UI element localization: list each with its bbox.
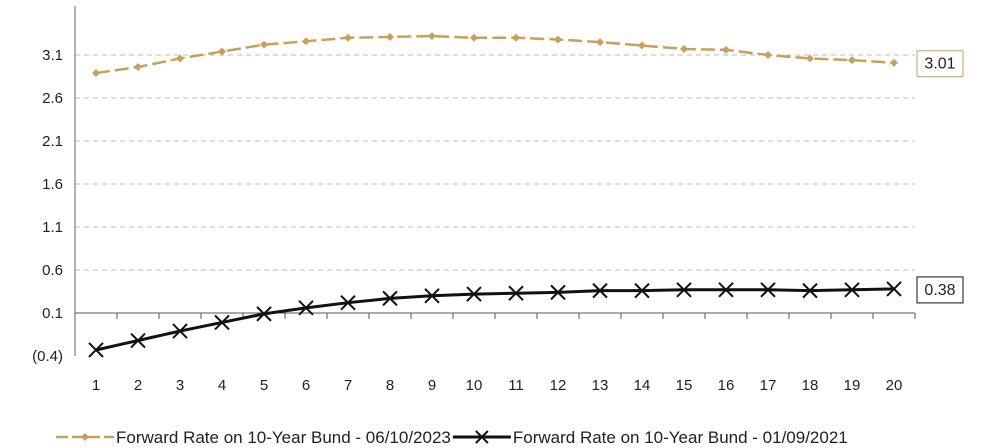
end-value-box bbox=[916, 276, 964, 304]
x-tick-label: 4 bbox=[218, 377, 226, 394]
x-tick-label: 17 bbox=[760, 377, 777, 394]
x-tick-label: 5 bbox=[260, 377, 268, 394]
data-point bbox=[802, 282, 818, 299]
legend-label: Forward Rate on 10-Year Bund - 01/09/202… bbox=[513, 428, 848, 447]
y-tick-label: 2.6 bbox=[42, 90, 63, 107]
y-tick-label: 0.6 bbox=[42, 262, 63, 279]
x-tick-label: 14 bbox=[634, 377, 651, 394]
y-tick-label: 2.1 bbox=[42, 133, 63, 150]
x-tick-label: 1 bbox=[92, 377, 100, 394]
grid-lines bbox=[75, 54, 915, 314]
series-0 bbox=[92, 32, 898, 78]
x-tick-label: 3 bbox=[176, 377, 184, 394]
x-tick-label: 15 bbox=[676, 377, 693, 394]
data-point bbox=[718, 282, 734, 298]
data-point bbox=[634, 282, 650, 299]
data-point bbox=[386, 32, 394, 41]
data-point bbox=[806, 54, 814, 63]
x-tick-label: 10 bbox=[466, 377, 483, 394]
legend-marker bbox=[475, 430, 489, 444]
data-point bbox=[344, 33, 352, 42]
x-tick-label: 11 bbox=[508, 377, 524, 394]
data-point bbox=[466, 286, 482, 302]
x-tick-label: 20 bbox=[886, 377, 903, 394]
data-point bbox=[382, 290, 398, 307]
data-point bbox=[722, 45, 730, 54]
y-tick-label: 1.6 bbox=[42, 176, 63, 193]
y-tick-label: 1.1 bbox=[42, 219, 63, 236]
data-point bbox=[638, 41, 646, 50]
data-point bbox=[596, 38, 604, 47]
y-tick-label: (0.4) bbox=[32, 348, 63, 365]
data-point bbox=[92, 69, 100, 78]
legend-item-0: Forward Rate on 10-Year Bund - 06/10/202… bbox=[56, 428, 451, 447]
x-tick-label: 2 bbox=[134, 377, 142, 394]
axes bbox=[74, 6, 916, 356]
data-point bbox=[298, 300, 314, 316]
data-point bbox=[680, 44, 688, 53]
data-point bbox=[260, 40, 268, 49]
data-point bbox=[848, 56, 856, 65]
data-point bbox=[256, 306, 272, 322]
data-point bbox=[676, 282, 692, 298]
x-tick-label: 16 bbox=[718, 377, 735, 394]
data-point bbox=[424, 288, 440, 304]
data-point bbox=[844, 282, 860, 298]
x-tick-label: 18 bbox=[802, 377, 819, 394]
end-value-box bbox=[916, 50, 964, 78]
y-tick-label: 0.1 bbox=[42, 305, 63, 322]
data-point bbox=[508, 285, 524, 301]
labels: (0.4)0.10.61.11.62.12.63.11 2 3 4 5 6 7 8 9 10 11 1… bbox=[32, 47, 964, 394]
x-tick-label: 19 bbox=[844, 377, 861, 394]
data-point bbox=[218, 47, 226, 56]
legend-marker bbox=[81, 433, 89, 441]
legend-item-1: Forward Rate on 10-Year Bund - 01/09/202… bbox=[452, 428, 848, 447]
end-value-text: 0.38 bbox=[924, 282, 955, 299]
series-line-1 bbox=[95, 287, 895, 352]
data-point bbox=[88, 342, 104, 358]
end-value-label-0: 3.01 bbox=[916, 50, 964, 78]
data-point bbox=[760, 282, 776, 298]
x-tick-label: 8 bbox=[386, 377, 394, 394]
end-value-label-1: 0.38 bbox=[916, 276, 964, 304]
data-point bbox=[172, 323, 188, 339]
x-tick-label: 9 bbox=[428, 377, 436, 394]
legend-label: Forward Rate on 10-Year Bund - 06/10/202… bbox=[116, 428, 451, 447]
data-point bbox=[340, 294, 356, 311]
x-tick-label: 12 bbox=[550, 377, 567, 394]
data-point bbox=[554, 35, 562, 44]
series-1 bbox=[88, 281, 902, 358]
x-tick-label: 7 bbox=[344, 377, 352, 394]
data-point bbox=[176, 54, 184, 63]
data-point bbox=[214, 314, 230, 331]
x-tick-label: 6 bbox=[302, 377, 310, 394]
end-value-text: 3.01 bbox=[924, 56, 955, 73]
data-point bbox=[890, 58, 898, 67]
legend: Forward Rate on 10-Year Bund - 06/10/202… bbox=[56, 428, 848, 447]
y-tick-label: 3.1 bbox=[42, 47, 63, 64]
data-point bbox=[886, 281, 902, 297]
data-point bbox=[592, 282, 608, 299]
series-lines bbox=[88, 32, 902, 358]
data-point bbox=[470, 33, 478, 42]
data-point bbox=[512, 33, 520, 42]
series-line-0 bbox=[95, 34, 895, 75]
data-point bbox=[134, 63, 142, 72]
data-point bbox=[302, 37, 310, 46]
data-point bbox=[130, 332, 146, 349]
data-point bbox=[428, 32, 436, 41]
x-tick-label: 13 bbox=[592, 377, 609, 394]
data-point bbox=[550, 284, 566, 301]
data-point bbox=[764, 51, 772, 59]
